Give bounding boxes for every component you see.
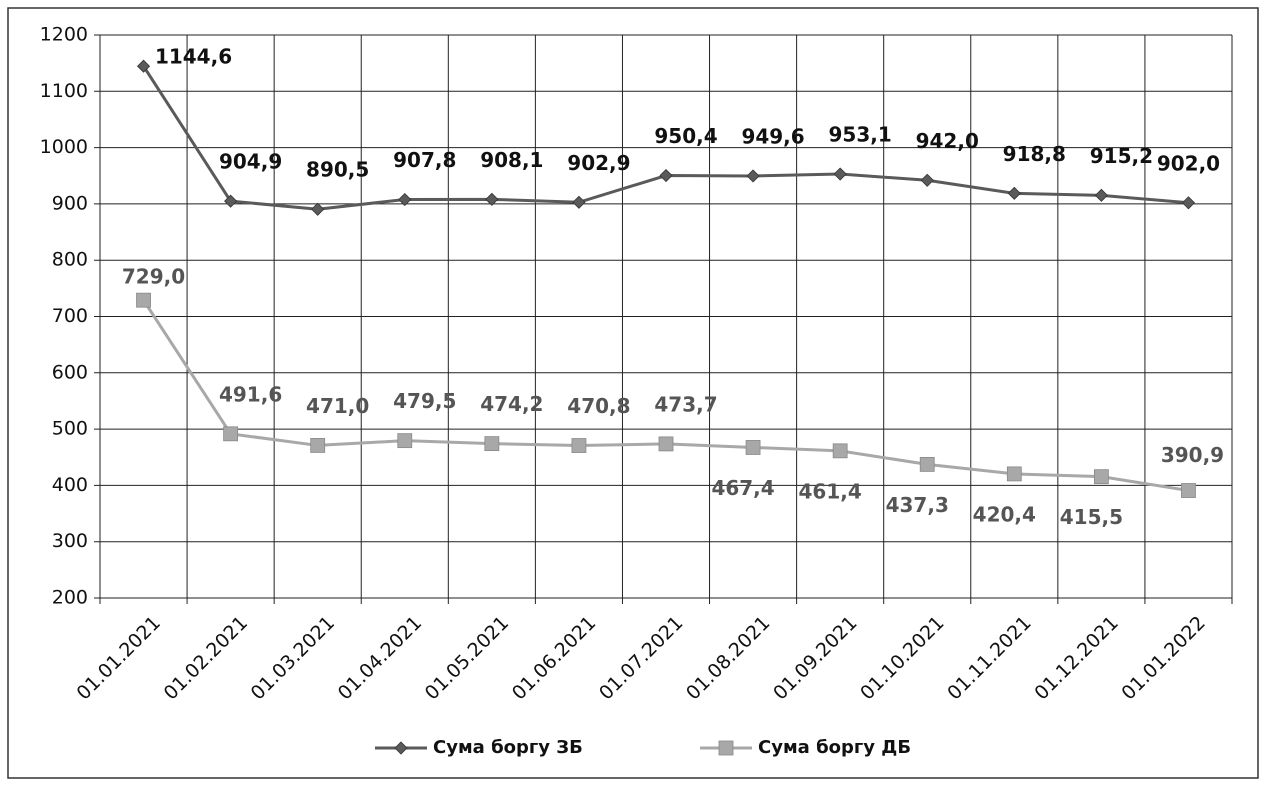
data-label: 907,8 bbox=[393, 148, 456, 172]
data-label: 461,4 bbox=[799, 479, 862, 503]
data-label: 950,4 bbox=[654, 124, 717, 148]
marker bbox=[572, 195, 586, 209]
y-tick-label: 400 bbox=[52, 474, 88, 496]
marker bbox=[136, 59, 151, 73]
data-label: 474,2 bbox=[480, 392, 543, 416]
marker bbox=[1006, 466, 1022, 482]
marker bbox=[398, 192, 412, 207]
y-tick-label: 1100 bbox=[40, 80, 88, 102]
data-label: 904,9 bbox=[219, 150, 282, 174]
marker bbox=[832, 443, 848, 459]
y-tick-label: 200 bbox=[52, 587, 88, 609]
data-label: 953,1 bbox=[829, 123, 892, 147]
marker bbox=[136, 292, 151, 308]
y-tick-label: 1200 bbox=[40, 24, 88, 46]
data-label: 470,8 bbox=[567, 394, 630, 418]
marker bbox=[484, 436, 500, 452]
marker bbox=[1007, 186, 1021, 200]
marker bbox=[1181, 483, 1196, 498]
y-tick-label: 600 bbox=[52, 361, 88, 383]
marker bbox=[659, 168, 673, 183]
marker bbox=[224, 194, 238, 208]
marker bbox=[718, 740, 734, 756]
data-label: 918,8 bbox=[1003, 142, 1066, 166]
data-label: 390,9 bbox=[1161, 443, 1224, 467]
data-label: 902,9 bbox=[567, 151, 630, 175]
marker bbox=[746, 169, 760, 183]
marker bbox=[397, 433, 413, 449]
data-label: 949,6 bbox=[741, 124, 804, 148]
y-tick-label: 500 bbox=[52, 418, 88, 440]
marker bbox=[310, 438, 326, 453]
data-label: 467,4 bbox=[711, 476, 774, 500]
data-label: 1144,6 bbox=[155, 45, 232, 69]
data-label: 479,5 bbox=[393, 389, 456, 413]
legend-label: Сума боргу ЗБ bbox=[433, 737, 583, 758]
data-label: 420,4 bbox=[973, 502, 1036, 526]
marker bbox=[1094, 188, 1108, 202]
y-tick-label: 700 bbox=[52, 305, 88, 327]
data-label: 729,0 bbox=[122, 265, 185, 289]
marker bbox=[658, 436, 674, 452]
marker bbox=[1181, 196, 1196, 210]
y-tick-label: 800 bbox=[52, 249, 88, 271]
data-label: 890,5 bbox=[306, 158, 369, 182]
legend-label: Сума боргу ДБ bbox=[758, 737, 911, 758]
marker bbox=[745, 440, 761, 455]
data-label: 437,3 bbox=[886, 493, 949, 517]
data-label: 415,5 bbox=[1060, 505, 1123, 529]
marker bbox=[571, 438, 587, 453]
marker bbox=[394, 741, 408, 755]
chart-border bbox=[7, 7, 1259, 779]
marker bbox=[223, 426, 239, 442]
data-label: 471,0 bbox=[306, 394, 369, 418]
y-tick-label: 300 bbox=[52, 530, 88, 552]
data-label: 908,1 bbox=[480, 148, 543, 172]
marker bbox=[1093, 469, 1109, 485]
marker bbox=[833, 167, 847, 181]
marker bbox=[485, 192, 499, 206]
y-tick-label: 900 bbox=[52, 192, 88, 214]
data-label: 902,0 bbox=[1157, 151, 1220, 175]
data-label: 942,0 bbox=[916, 129, 979, 153]
data-label: 491,6 bbox=[219, 382, 282, 406]
marker bbox=[919, 457, 935, 472]
data-label: 915,2 bbox=[1090, 144, 1153, 168]
y-tick-label: 1000 bbox=[40, 136, 88, 158]
marker bbox=[920, 173, 934, 187]
marker bbox=[311, 202, 325, 216]
data-label: 473,7 bbox=[654, 392, 717, 416]
